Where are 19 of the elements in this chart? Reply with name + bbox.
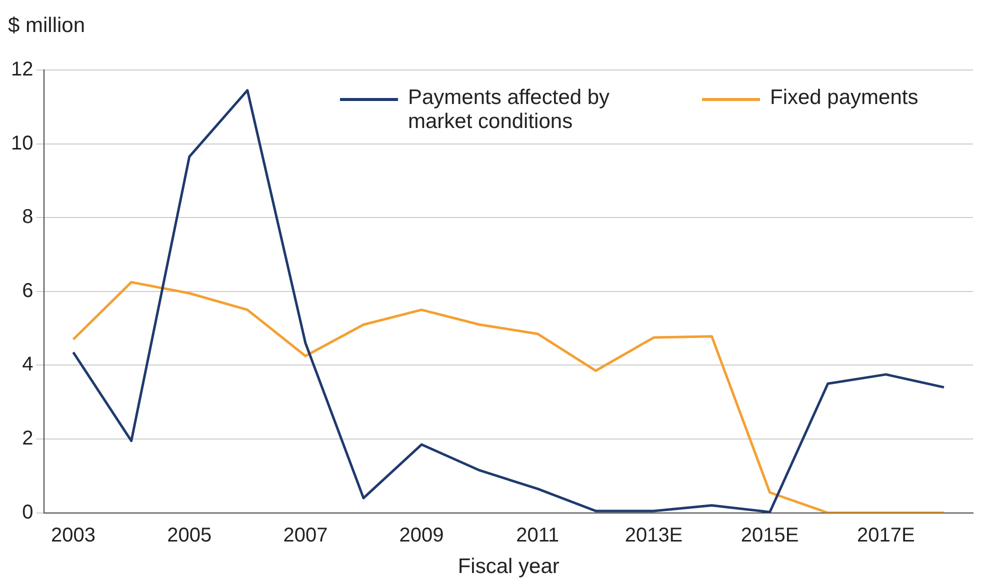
x-tick-label: 2005: [167, 524, 212, 546]
legend-label: Fixed payments: [770, 86, 918, 110]
y-tick-label: 2: [22, 428, 34, 450]
legend-label: Payments affected by market conditions: [408, 86, 611, 134]
x-tick-label: 2011: [516, 524, 560, 546]
y-tick-label: 10: [10, 132, 34, 154]
y-tick-label: 0: [22, 501, 34, 524]
y-tick-label: 12: [10, 58, 34, 81]
y-tick-label: 6: [22, 280, 34, 302]
y-tick-label: 4: [22, 354, 34, 376]
x-tick-label: 2003: [51, 524, 96, 546]
x-tick-label: 2013E: [624, 524, 683, 546]
x-axis-title: Fiscal year: [458, 555, 560, 578]
x-tick-label: 2009: [399, 524, 444, 546]
x-tick-label: 2015E: [740, 524, 799, 546]
y-axis-title: $ million: [8, 14, 86, 38]
y-tick-label: 8: [22, 206, 34, 228]
x-tick-label: 2017E: [857, 524, 915, 546]
x-tick-label: 2007: [283, 524, 328, 546]
